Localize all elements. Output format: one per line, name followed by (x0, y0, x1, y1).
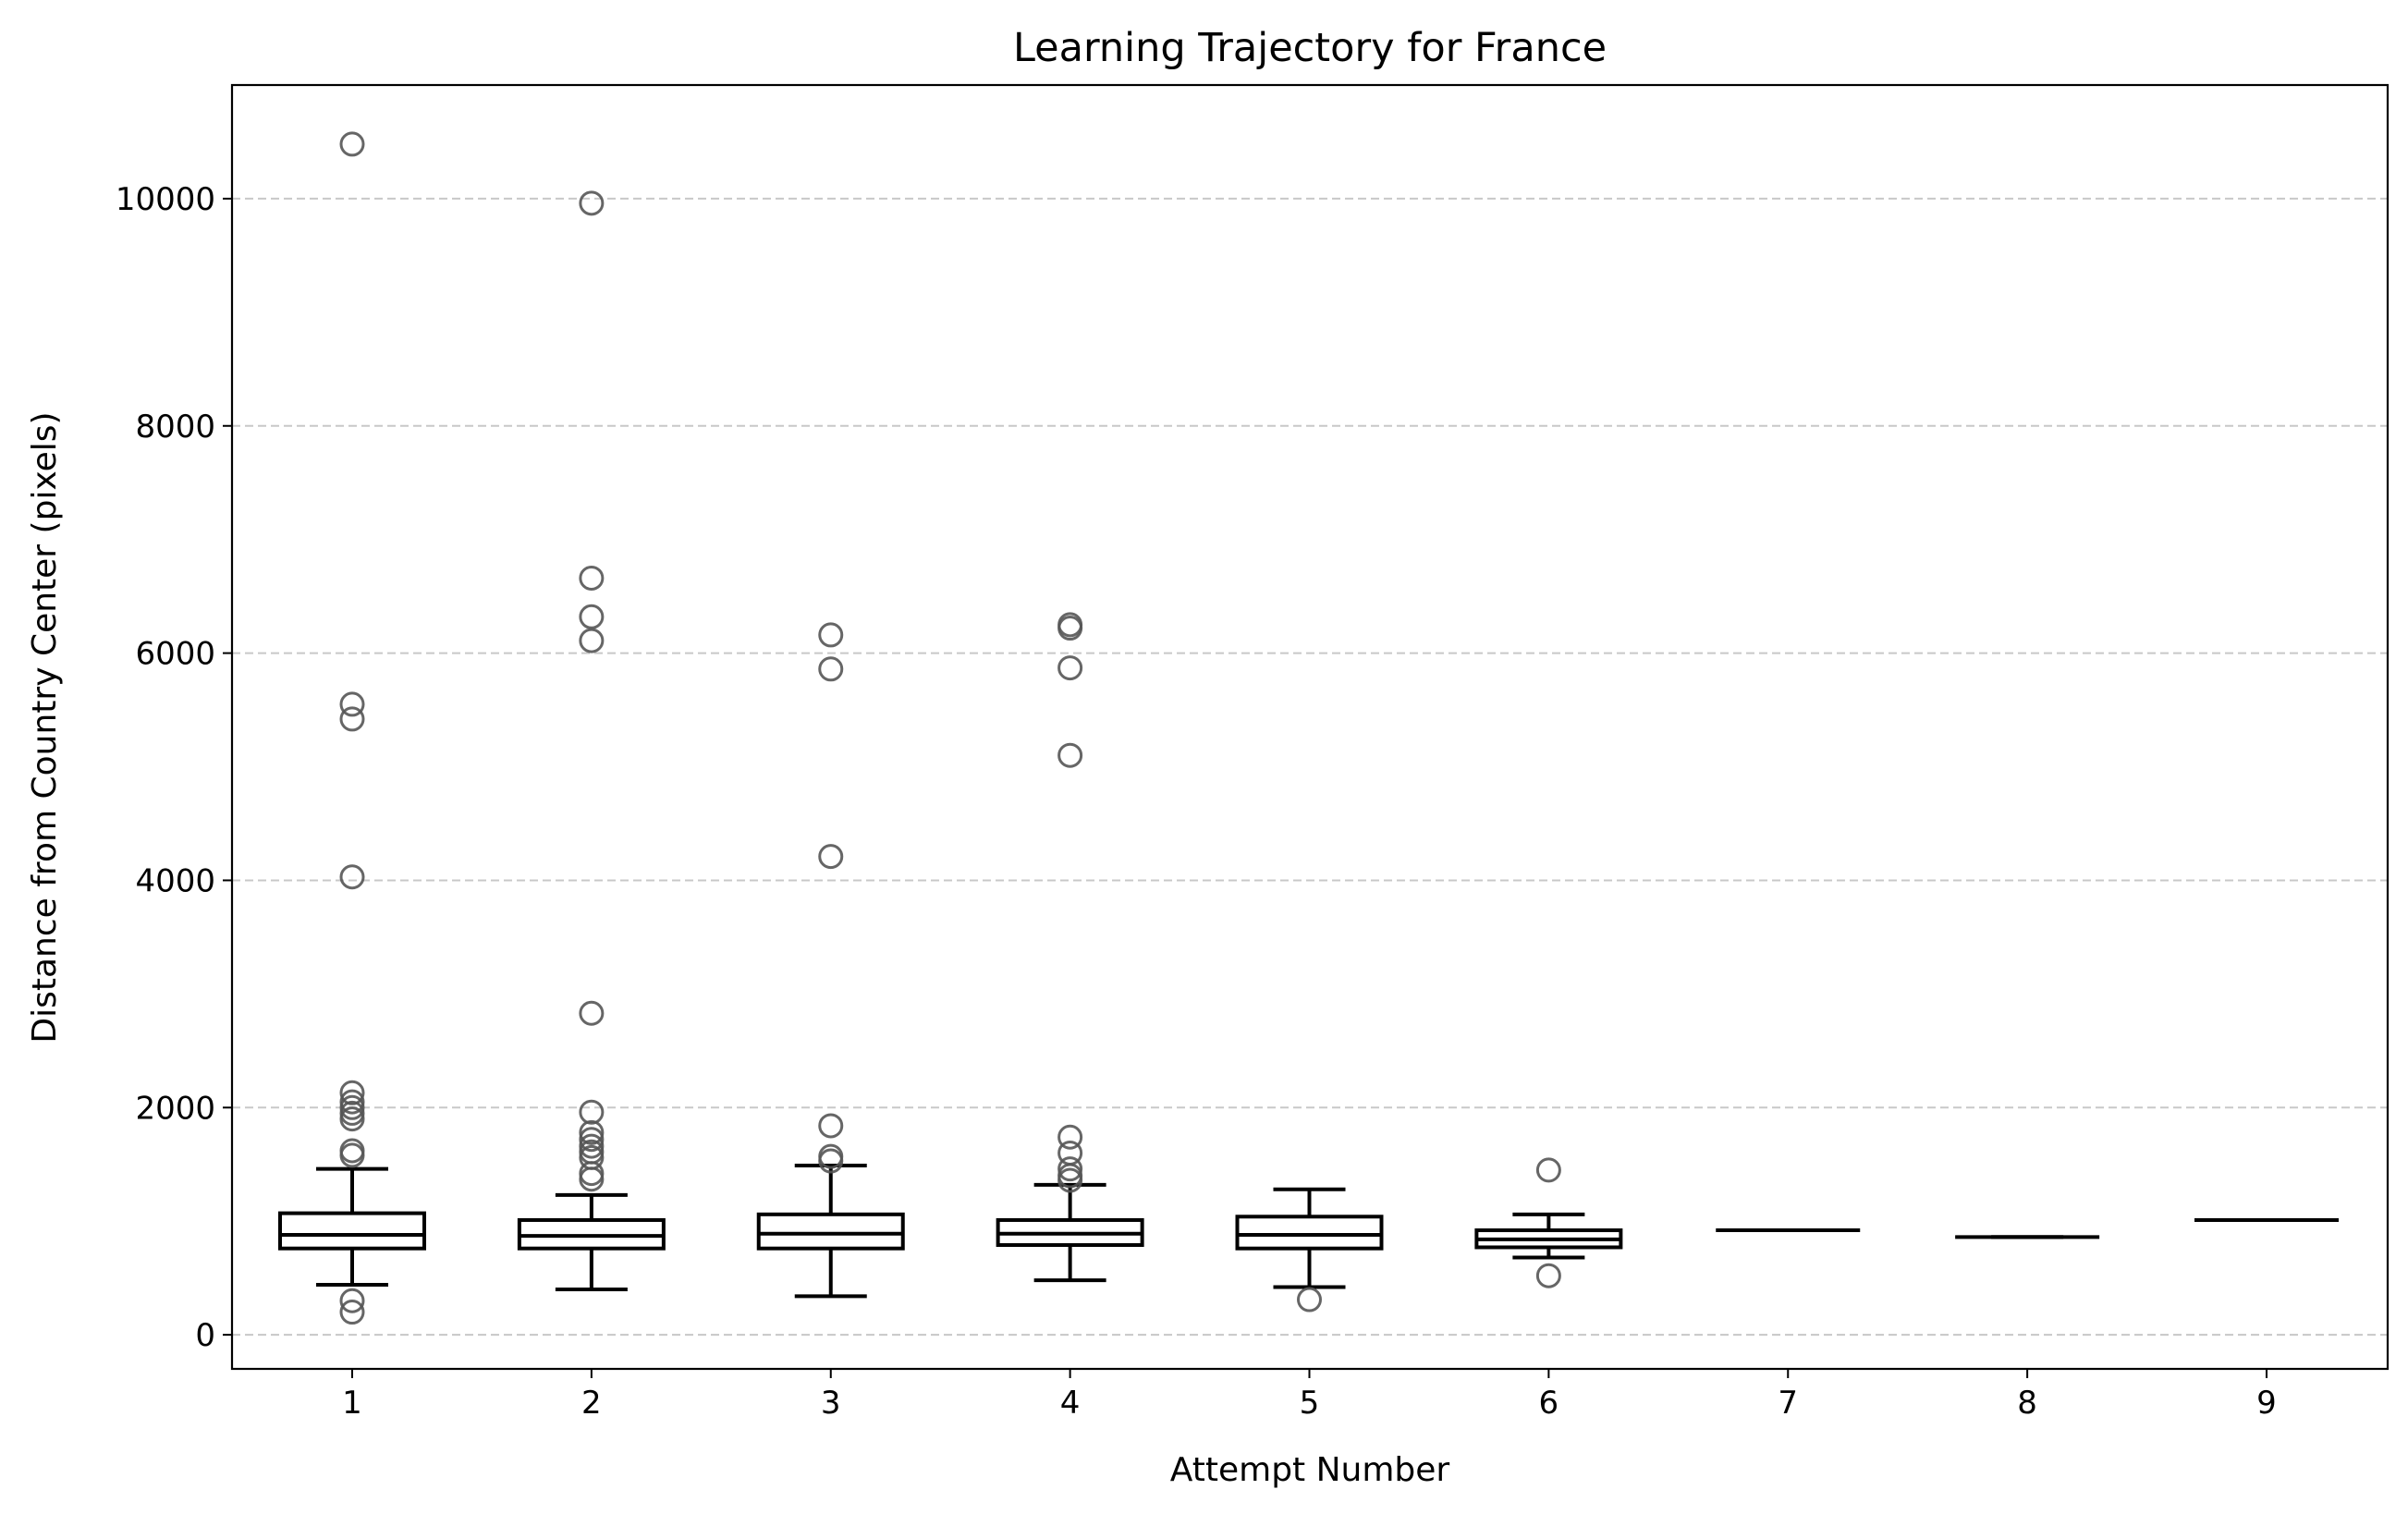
y-tick-label: 4000 (135, 862, 215, 899)
outlier-point (339, 1288, 365, 1313)
outlier-point (579, 190, 605, 216)
outlier-point (1297, 1287, 1322, 1313)
outlier-point (1057, 1124, 1083, 1150)
x-tick-label: 1 (342, 1385, 362, 1422)
outlier-point (579, 628, 605, 653)
y-tick-label: 2000 (135, 1090, 215, 1127)
outlier-point (818, 1143, 844, 1169)
outlier-point (579, 1099, 605, 1125)
outlier-point (579, 1133, 605, 1159)
outlier-point (339, 1080, 365, 1105)
outlier-point (579, 604, 605, 629)
outlier-point (339, 864, 365, 890)
x-tick-label: 3 (821, 1385, 841, 1422)
box-series (278, 1163, 2339, 1299)
outlier-point (818, 1113, 844, 1139)
y-tick-label: 8000 (135, 409, 215, 446)
outlier-point (1535, 1157, 1561, 1183)
box-iqr (756, 1212, 905, 1251)
outlier-point (579, 565, 605, 591)
x-tick-label: 9 (2256, 1385, 2277, 1422)
box-attempt-2 (517, 1192, 666, 1291)
x-axis-label: Attempt Number (1170, 1451, 1450, 1489)
outlier-point (818, 656, 844, 682)
x-axis-ticks: 1 2 3 4 5 6 7 8 9 (342, 1369, 2277, 1422)
outlier-point (1057, 1156, 1083, 1182)
chart-title: Learning Trajectory for France (1013, 25, 1607, 71)
outlier-point (818, 844, 844, 870)
outlier-point (339, 691, 365, 717)
outlier-point (818, 622, 844, 648)
outlier-points (339, 131, 1561, 1325)
outlier-point (1057, 1140, 1083, 1166)
y-axis-label: Distance from Country Center (pixels) (26, 411, 64, 1043)
x-tick-label: 6 (1539, 1385, 1559, 1422)
box-iqr (1235, 1215, 1384, 1251)
outlier-point (579, 1000, 605, 1026)
box-attempt-5 (1235, 1187, 1384, 1289)
x-tick-label: 4 (1060, 1385, 1081, 1422)
outlier-point (339, 706, 365, 732)
x-tick-label: 7 (1778, 1385, 1798, 1422)
y-tick-label: 0 (195, 1317, 215, 1354)
outlier-point (339, 1138, 365, 1164)
outlier-point (339, 1089, 365, 1115)
x-tick-label: 5 (1300, 1385, 1320, 1422)
x-tick-label: 8 (2017, 1385, 2037, 1422)
box-attempt-3 (756, 1163, 905, 1299)
outlier-point (1535, 1263, 1561, 1288)
outlier-point (1057, 742, 1083, 768)
y-tick-label: 10000 (116, 181, 215, 218)
outlier-point (1057, 612, 1083, 638)
box-iqr (278, 1211, 426, 1251)
box-attempt-1 (278, 1166, 426, 1288)
outlier-point (339, 1300, 365, 1325)
outlier-point (579, 1127, 605, 1153)
y-tick-label: 6000 (135, 636, 215, 673)
grid-lines (232, 197, 2388, 1337)
x-tick-label: 2 (581, 1385, 602, 1422)
outlier-point (579, 1119, 605, 1145)
y-axis-ticks: 0 2000 4000 6000 8000 10000 (116, 181, 232, 1354)
outlier-point (1057, 655, 1083, 681)
box-attempt-6 (1474, 1212, 1623, 1260)
outlier-point (339, 131, 365, 157)
